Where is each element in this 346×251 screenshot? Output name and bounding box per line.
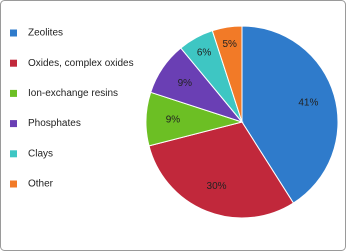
pie-slice: [211, 25, 243, 123]
legend-label: Clays: [28, 148, 53, 159]
value-label: 5%: [222, 39, 237, 50]
legend-swatch: [10, 29, 17, 37]
value-label: 6%: [197, 48, 212, 59]
legend-swatch: [10, 120, 17, 128]
value-label: 9%: [166, 114, 181, 125]
legend-swatch: [10, 59, 17, 67]
value-label: 41%: [298, 97, 318, 108]
legend-swatch: [10, 89, 17, 97]
legend-label: Zeolites: [28, 28, 63, 39]
legend-swatch: [10, 180, 17, 188]
value-label: 9%: [178, 78, 193, 89]
legend-swatch: [10, 150, 17, 158]
pie-slice: [241, 25, 339, 204]
value-label: 30%: [207, 181, 227, 192]
legend-label: Ion-exchange resins: [28, 88, 118, 99]
legend-label: Oxides, complex oxides: [28, 58, 134, 69]
legend-label: Other: [28, 179, 54, 190]
pie-slice: [148, 121, 295, 219]
legend-label: Phosphates: [28, 118, 81, 129]
